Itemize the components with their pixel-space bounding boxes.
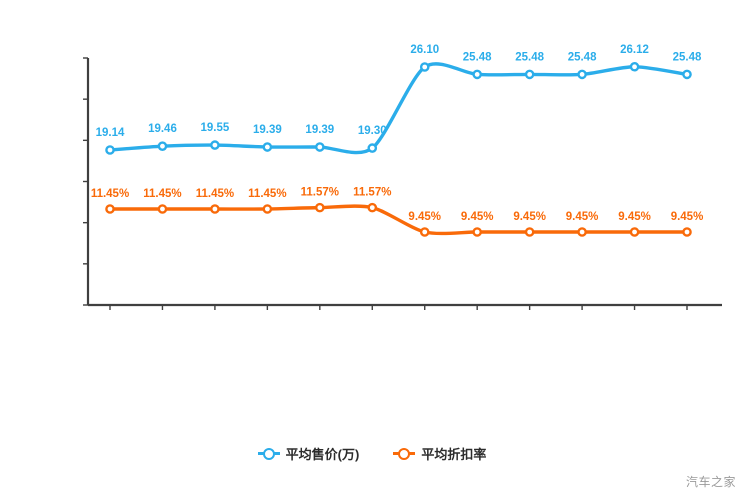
data-point-marker: [524, 69, 535, 80]
legend-item-average-price[interactable]: 平均售价(万): [257, 444, 360, 463]
data-point-marker: [262, 142, 273, 152]
data-point-marker: [105, 145, 115, 155]
data-label: 25.48: [673, 51, 702, 63]
series-line-average-discount-rate: [108, 204, 689, 236]
series-line-average-price: [108, 62, 689, 155]
data-label: 19.14: [96, 127, 125, 139]
chart-axes: [83, 57, 722, 310]
data-point-marker: [577, 227, 587, 237]
data-point-marker: [629, 61, 640, 72]
data-label: 9.45%: [408, 211, 441, 223]
data-label: 11.45%: [248, 188, 286, 200]
data-label: 11.57%: [353, 187, 391, 199]
data-label: 26.10: [410, 44, 439, 56]
data-point-marker: [262, 204, 273, 214]
data-label: 19.39: [305, 124, 334, 136]
data-label: 11.45%: [196, 188, 234, 200]
legend-marker-blue-icon: [257, 446, 280, 460]
data-label: 9.45%: [618, 211, 651, 223]
data-label: 19.30: [358, 125, 387, 137]
legend-item-average-discount-rate[interactable]: 平均折扣率: [393, 444, 486, 463]
data-point-marker: [472, 69, 482, 80]
chart-data-labels: 19.14 19.46 19.55 19.39 19.39 19.30 26.10 25.48…: [91, 44, 703, 223]
data-point-marker: [315, 142, 325, 152]
data-label: 25.48: [463, 51, 492, 63]
data-point-marker: [367, 202, 378, 213]
data-label: 11.45%: [143, 188, 181, 200]
data-point-marker: [524, 227, 535, 237]
legend-marker-orange-icon: [393, 446, 416, 460]
legend-label-average-price: 平均售价(万): [285, 446, 360, 462]
data-point-marker: [419, 62, 430, 72]
data-label: 19.39: [253, 124, 282, 136]
data-point-marker: [367, 143, 378, 153]
data-label: 11.57%: [301, 187, 339, 199]
data-point-marker: [105, 204, 115, 214]
chart-series: [105, 61, 692, 237]
data-point-marker: [157, 141, 168, 151]
data-label: 25.48: [568, 51, 597, 63]
data-label: 19.46: [148, 123, 177, 135]
data-label: 11.45%: [91, 188, 129, 200]
data-point-marker: [577, 69, 587, 80]
data-point-marker: [157, 204, 168, 214]
data-point-marker: [682, 227, 692, 237]
data-point-marker: [210, 204, 220, 214]
chart-legend: 平均售价(万) 平均折扣率: [0, 440, 744, 466]
data-label: 9.45%: [671, 211, 704, 223]
data-point-marker: [682, 69, 692, 80]
data-label: 9.45%: [461, 211, 494, 223]
data-point-marker: [210, 140, 220, 150]
data-label: 26.12: [620, 44, 649, 56]
watermark-autohome: 汽车之家: [685, 475, 736, 489]
data-label: 19.55: [201, 122, 230, 134]
data-point-marker: [629, 227, 640, 237]
data-point-marker: [315, 202, 325, 213]
data-label: 25.48: [515, 51, 544, 63]
data-label: 9.45%: [513, 211, 546, 223]
data-point-marker: [419, 227, 430, 237]
legend-label-average-discount-rate: 平均折扣率: [421, 446, 487, 462]
data-point-marker: [472, 227, 482, 237]
data-label: 9.45%: [566, 211, 599, 223]
